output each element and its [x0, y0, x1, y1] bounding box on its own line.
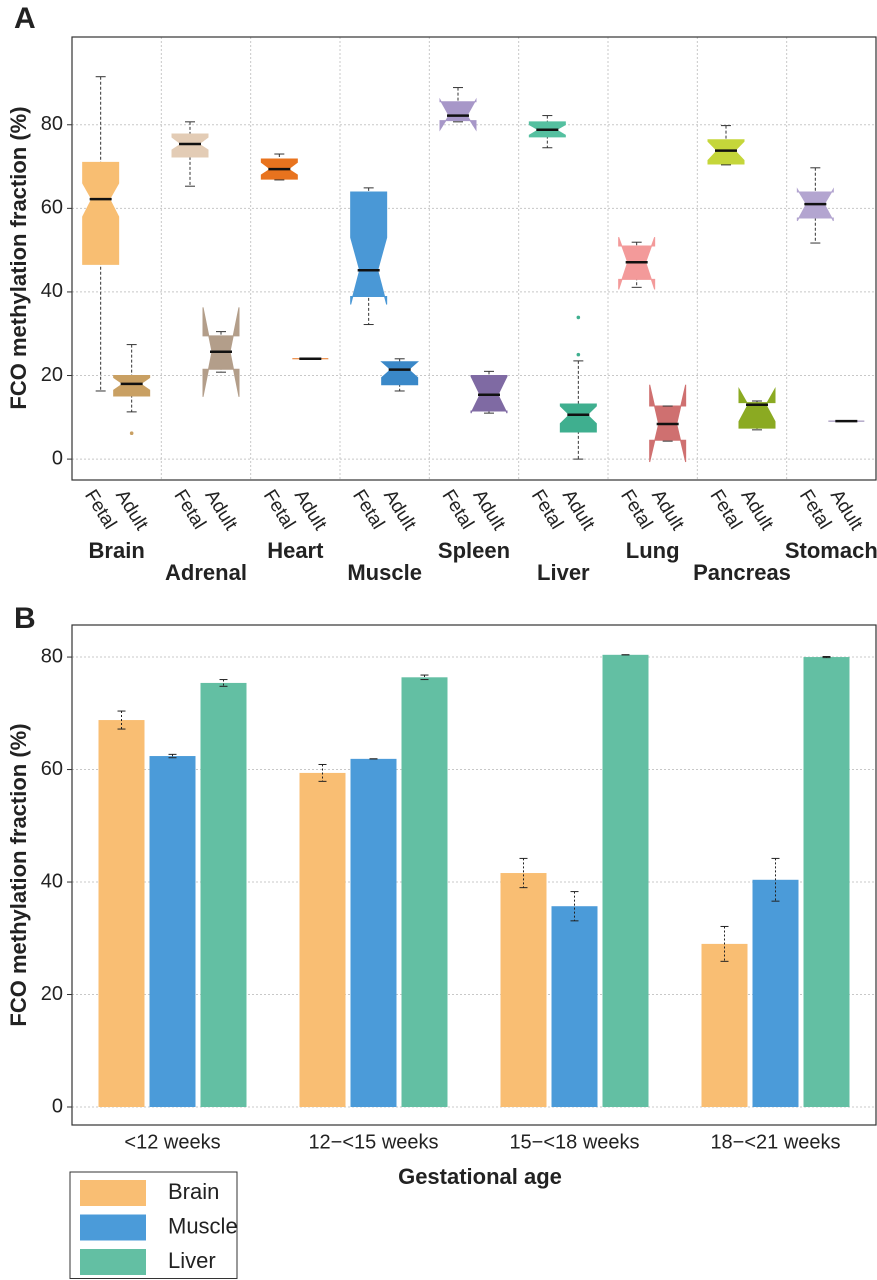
box-label: Adult [647, 486, 688, 534]
error-bar [420, 674, 429, 681]
legend-label: Brain [168, 1179, 219, 1204]
y-axis-title: FCO methylation fraction (%) [6, 723, 31, 1026]
x-tick-label: <12 weeks [124, 1131, 220, 1153]
y-tick-label: 80 [41, 645, 63, 667]
box-label: Fetal [795, 486, 835, 533]
bar [350, 758, 397, 1108]
box-label: Adult [379, 486, 420, 534]
y-tick-label: 60 [41, 758, 63, 780]
box-label: Fetal [527, 486, 567, 533]
box-label: Fetal [170, 486, 210, 533]
y-tick-label: 40 [41, 870, 63, 892]
error-bar [168, 753, 177, 759]
box-label: Fetal [259, 486, 299, 533]
error-bar [219, 679, 228, 687]
group-label: Spleen [438, 538, 510, 563]
notched-box [171, 133, 209, 158]
bar [803, 657, 850, 1108]
group-label: Adrenal [165, 560, 247, 585]
panel-letter: B [14, 602, 36, 635]
notched-box [738, 386, 776, 429]
group-label: Stomach [785, 538, 877, 563]
group-label: Liver [537, 560, 590, 585]
legend-label: Liver [168, 1248, 216, 1273]
error-bar [720, 925, 729, 962]
y-tick-label: 20 [41, 364, 63, 386]
bar [401, 677, 448, 1108]
notched-box [113, 375, 151, 397]
bar [602, 654, 649, 1108]
x-tick-label: 18−<21 weeks [710, 1131, 840, 1153]
y-axis-title: FCO methylation fraction (%) [6, 106, 31, 409]
bar [299, 772, 346, 1108]
error-bar [318, 763, 327, 782]
bar [200, 682, 247, 1108]
outlier [129, 431, 134, 435]
bar [500, 873, 547, 1108]
bar [149, 756, 196, 1108]
notched-box [82, 161, 120, 265]
outlier [576, 352, 581, 357]
box-label: Fetal [438, 486, 478, 533]
bar [701, 943, 748, 1108]
error-bar [771, 857, 780, 902]
group-label: Brain [89, 538, 145, 563]
legend-swatch [80, 1214, 146, 1241]
error-bar [570, 891, 579, 922]
y-tick-label: 60 [41, 197, 63, 219]
error-bar [117, 710, 126, 730]
box-label: Adult [201, 486, 242, 534]
notched-box [380, 361, 419, 386]
group-label: Lung [626, 538, 680, 563]
group-label: Heart [267, 538, 324, 563]
y-tick-label: 0 [52, 447, 63, 469]
legend-swatch [80, 1249, 146, 1275]
box-label: Adult [111, 486, 152, 534]
y-tick-label: 20 [41, 983, 63, 1005]
plot-frame [71, 624, 877, 1126]
panel-letter: A [14, 2, 36, 35]
error-bar [519, 857, 528, 889]
y-tick-label: 0 [52, 1095, 63, 1117]
legend-label: Muscle [168, 1213, 238, 1238]
error-bar [822, 655, 831, 659]
box-label: Adult [826, 486, 867, 534]
notched-box [559, 403, 597, 433]
box-label: Fetal [80, 486, 120, 533]
group-label: Muscle [347, 560, 422, 585]
x-axis-title: Gestational age [398, 1164, 562, 1189]
box-label: Adult [469, 486, 510, 534]
x-tick-label: 15−<18 weeks [509, 1131, 639, 1153]
box-label: Fetal [616, 486, 656, 533]
notched-box [707, 139, 745, 165]
bar [752, 879, 799, 1108]
x-tick-label: 12−<15 weeks [308, 1131, 438, 1153]
box-label: Adult [290, 486, 331, 534]
box-label: Adult [737, 486, 778, 534]
legend-swatch [80, 1180, 146, 1206]
plot-frame [71, 36, 877, 481]
y-tick-label: 80 [41, 113, 63, 135]
box-label: Fetal [706, 486, 746, 533]
y-tick-label: 40 [41, 280, 63, 302]
notched-box [350, 191, 388, 305]
box-label: Adult [558, 486, 599, 534]
box-label: Fetal [348, 486, 388, 533]
bar [98, 720, 145, 1108]
bar [551, 906, 598, 1108]
outlier [576, 315, 581, 320]
group-label: Pancreas [693, 560, 791, 585]
